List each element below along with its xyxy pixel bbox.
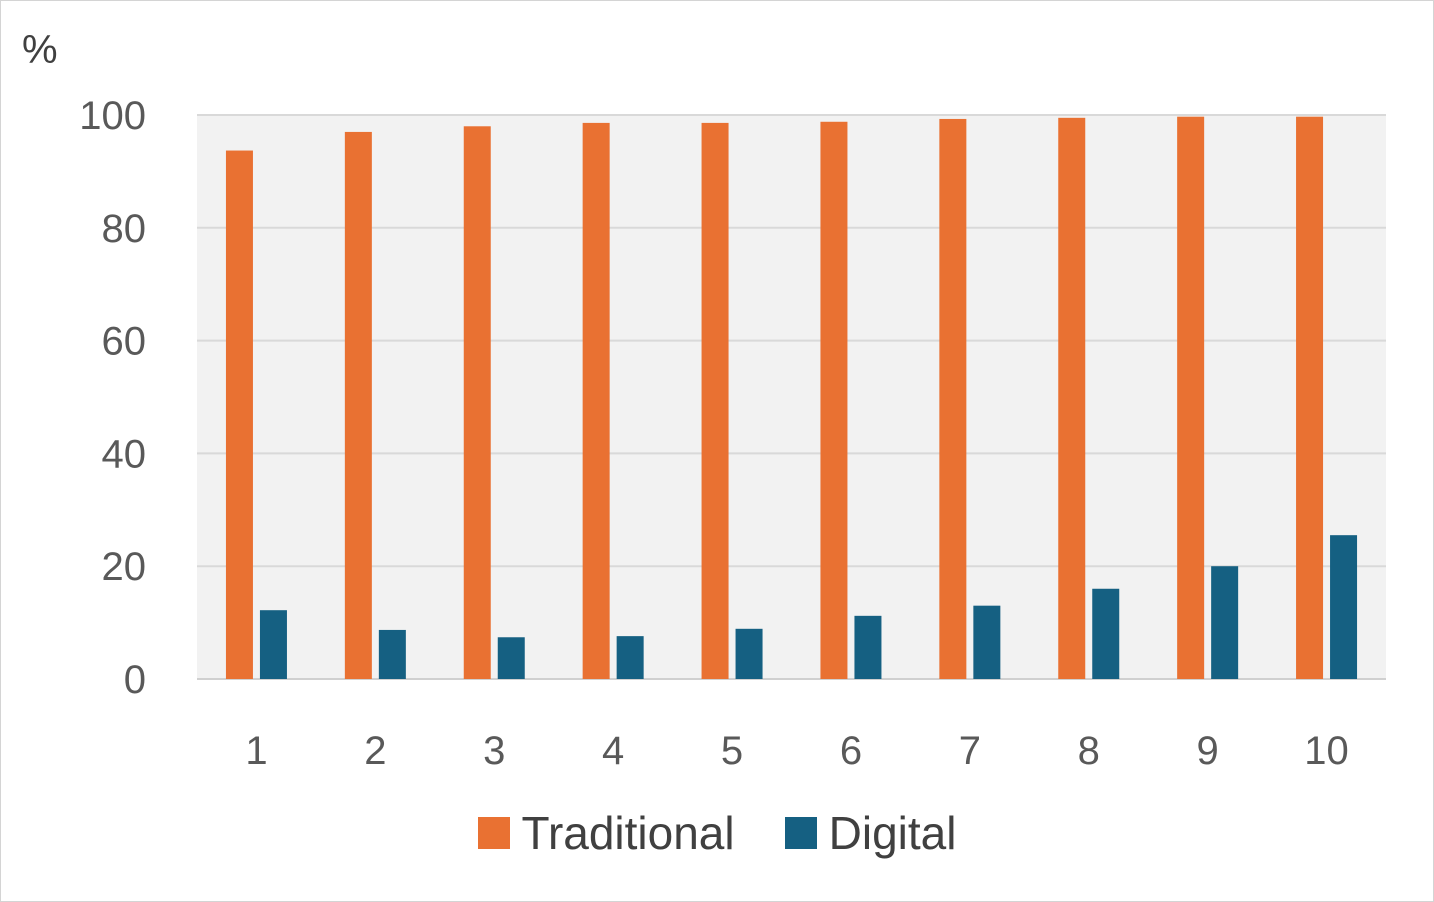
legend: Traditional Digital — [0, 806, 1434, 860]
bar-traditional-4 — [582, 122, 610, 679]
y-tick-label: 60 — [102, 320, 147, 364]
bar-digital-7 — [973, 605, 1001, 679]
x-tick-label: 7 — [959, 729, 981, 773]
legend-item-digital: Digital — [784, 806, 957, 860]
bar-traditional-5 — [701, 122, 729, 679]
bar-digital-4 — [616, 636, 644, 679]
bar-digital-3 — [497, 637, 525, 679]
bar-traditional-10 — [1296, 116, 1324, 679]
bars — [225, 116, 1358, 680]
legend-swatch-digital — [784, 817, 817, 849]
x-tick-label: 10 — [1304, 729, 1349, 773]
x-tick-label: 3 — [483, 729, 505, 773]
y-axis-ticks: 0 20 40 60 80 100 — [79, 94, 146, 702]
y-tick-label: 0 — [124, 658, 146, 702]
legend-label-traditional: Traditional — [521, 807, 735, 859]
x-tick-label: 6 — [840, 729, 862, 773]
y-tick-label: 20 — [102, 545, 147, 589]
bar-traditional-6 — [820, 121, 848, 679]
y-axis-unit-label: % — [22, 28, 58, 72]
bar-digital-8 — [1092, 588, 1120, 679]
x-tick-label: 5 — [721, 729, 743, 773]
bar-traditional-1 — [225, 150, 253, 680]
y-tick-label: 100 — [79, 94, 146, 138]
legend-label-digital: Digital — [828, 807, 957, 859]
bar-digital-1 — [259, 610, 287, 679]
legend-item-traditional: Traditional — [477, 806, 735, 860]
x-tick-label: 8 — [1078, 729, 1100, 773]
bar-digital-9 — [1211, 566, 1239, 679]
legend-swatch-traditional — [477, 817, 510, 849]
bar-digital-10 — [1330, 535, 1358, 679]
bar-traditional-3 — [463, 126, 491, 679]
bar-digital-5 — [735, 628, 763, 679]
bar-digital-6 — [854, 615, 882, 679]
bar-traditional-2 — [344, 131, 372, 680]
x-tick-label: 1 — [245, 729, 267, 773]
x-tick-label: 9 — [1197, 729, 1219, 773]
y-tick-label: 80 — [102, 207, 147, 251]
bar-traditional-8 — [1058, 117, 1086, 679]
x-axis-ticks: 1 2 3 4 5 6 7 8 9 10 — [245, 729, 1348, 773]
x-tick-label: 4 — [602, 729, 624, 773]
bar-traditional-7 — [939, 118, 967, 679]
plot-area — [197, 115, 1386, 679]
y-tick-label: 40 — [102, 432, 147, 476]
bar-digital-2 — [378, 629, 406, 679]
x-tick-label: 2 — [364, 729, 386, 773]
bar-traditional-9 — [1177, 116, 1205, 679]
